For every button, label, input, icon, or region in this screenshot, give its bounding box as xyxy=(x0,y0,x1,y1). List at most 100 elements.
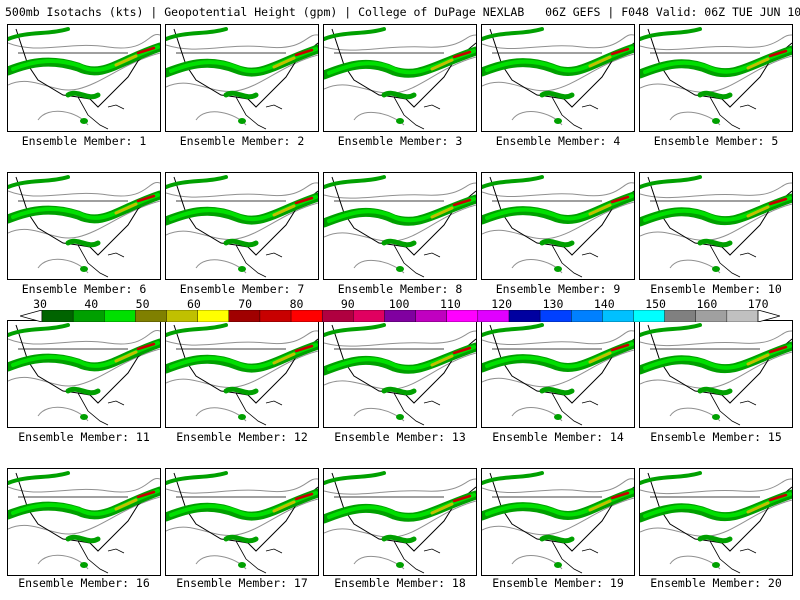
isotach-map xyxy=(324,175,476,278)
colorbar-swatch xyxy=(571,310,603,322)
ensemble-panel xyxy=(639,320,793,428)
member-caption: Ensemble Member: 14 xyxy=(492,430,624,444)
isotach-map xyxy=(482,27,634,130)
colorbar-swatch xyxy=(353,310,385,322)
colorbar-tick-label: 70 xyxy=(238,297,253,311)
member-caption: Ensemble Member: 5 xyxy=(653,134,779,148)
ensemble-panel xyxy=(7,468,161,576)
colorbar-swatch xyxy=(633,310,666,322)
member-caption: Ensemble Member: 3 xyxy=(337,134,463,148)
colorbar-swatch xyxy=(695,310,728,322)
isotach-map xyxy=(640,27,792,130)
isotach-map xyxy=(8,323,160,426)
member-caption: Ensemble Member: 16 xyxy=(18,576,150,590)
member-caption: Ensemble Member: 6 xyxy=(21,282,147,296)
colorbar-swatch xyxy=(602,310,634,322)
isotach-colorbar xyxy=(20,310,780,322)
ensemble-panel xyxy=(7,320,161,428)
member-caption: Ensemble Member: 15 xyxy=(650,430,782,444)
isotach-map xyxy=(640,471,792,574)
colorbar-swatch xyxy=(166,310,199,322)
member-caption: Ensemble Member: 12 xyxy=(176,430,308,444)
member-caption: Ensemble Member: 11 xyxy=(18,430,150,444)
colorbar-tick-label: 110 xyxy=(440,297,461,311)
ensemble-panel xyxy=(323,468,477,576)
ensemble-panel xyxy=(165,468,319,576)
ensemble-panel xyxy=(481,172,635,280)
colorbar-tick-label: 120 xyxy=(491,297,513,311)
colorbar-swatch xyxy=(228,310,261,322)
ensemble-panel xyxy=(323,172,477,280)
colorbar-tick-label: 150 xyxy=(645,297,666,311)
colorbar-tick-label: 90 xyxy=(340,297,355,311)
run-info: 06Z GEFS | F048 Valid: 06Z TUE JUN 10 20… xyxy=(545,5,800,19)
isotach-map xyxy=(482,323,634,426)
product-title: 500mb Isotachs (kts) | Geopotential Heig… xyxy=(5,5,525,19)
ensemble-panel xyxy=(165,24,319,132)
isotach-map xyxy=(166,27,318,130)
colorbar-tick-label: 160 xyxy=(696,297,718,311)
colorbar-tick-label: 40 xyxy=(84,297,99,311)
isotach-map xyxy=(482,471,634,574)
colorbar-swatch xyxy=(197,310,230,322)
isotach-map xyxy=(8,471,160,574)
colorbar-tick-label: 60 xyxy=(186,297,201,311)
ensemble-panel xyxy=(639,24,793,132)
colorbar-swatch xyxy=(446,310,479,322)
member-caption: Ensemble Member: 7 xyxy=(179,282,305,296)
isotach-map xyxy=(324,471,476,574)
member-caption: Ensemble Member: 18 xyxy=(334,576,466,590)
colorbar-swatch xyxy=(104,310,136,322)
isotach-map xyxy=(166,471,318,574)
ensemble-panel xyxy=(7,172,161,280)
colorbar-tick-label: 80 xyxy=(289,297,304,311)
isotach-map xyxy=(324,27,476,130)
colorbar-tick-label: 170 xyxy=(747,297,769,311)
colorbar-swatch xyxy=(290,310,323,322)
ensemble-panel xyxy=(7,24,161,132)
member-caption: Ensemble Member: 1 xyxy=(21,134,147,148)
colorbar-swatch xyxy=(259,310,292,322)
colorbar-swatch xyxy=(477,310,510,322)
member-caption: Ensemble Member: 9 xyxy=(495,282,621,296)
map-header: 500mb Isotachs (kts) | Geopotential Heig… xyxy=(5,5,800,19)
member-caption: Ensemble Member: 4 xyxy=(495,134,621,148)
ensemble-panel xyxy=(323,320,477,428)
isotach-map xyxy=(166,323,318,426)
ensemble-panel xyxy=(639,468,793,576)
ensemble-panel xyxy=(323,24,477,132)
isotach-map xyxy=(324,323,476,426)
member-caption: Ensemble Member: 8 xyxy=(337,282,463,296)
member-caption: Ensemble Member: 13 xyxy=(334,430,466,444)
ensemble-panel xyxy=(481,320,635,428)
colorbar-tick-label: 30 xyxy=(33,297,47,311)
colorbar-tick-label: 50 xyxy=(135,297,150,311)
colorbar-swatch xyxy=(321,310,354,322)
ensemble-panel xyxy=(481,24,635,132)
isotach-map xyxy=(8,27,160,130)
member-caption: Ensemble Member: 20 xyxy=(650,576,782,590)
colorbar-swatch xyxy=(664,310,697,322)
isotach-map xyxy=(166,175,318,278)
member-caption: Ensemble Member: 2 xyxy=(179,134,305,148)
ensemble-panel xyxy=(165,320,319,428)
ensemble-panel xyxy=(639,172,793,280)
ensemble-panel xyxy=(481,468,635,576)
member-caption: Ensemble Member: 19 xyxy=(492,576,624,590)
member-caption: Ensemble Member: 10 xyxy=(650,282,782,296)
colorbar-tick-label: 100 xyxy=(388,297,410,311)
isotach-map xyxy=(8,175,160,278)
isotach-map xyxy=(640,323,792,426)
isotach-map xyxy=(640,175,792,278)
colorbar-tick-label: 140 xyxy=(593,297,615,311)
isotach-map xyxy=(482,175,634,278)
colorbar-tick-label: 130 xyxy=(542,297,564,311)
colorbar-swatch xyxy=(726,310,759,322)
colorbar-swatch xyxy=(135,310,168,322)
colorbar-swatch xyxy=(72,310,105,322)
colorbar-swatch xyxy=(539,310,572,322)
member-caption: Ensemble Member: 17 xyxy=(176,576,308,590)
colorbar-swatch xyxy=(415,310,448,322)
colorbar-swatch xyxy=(508,310,541,322)
ensemble-panel xyxy=(165,172,319,280)
